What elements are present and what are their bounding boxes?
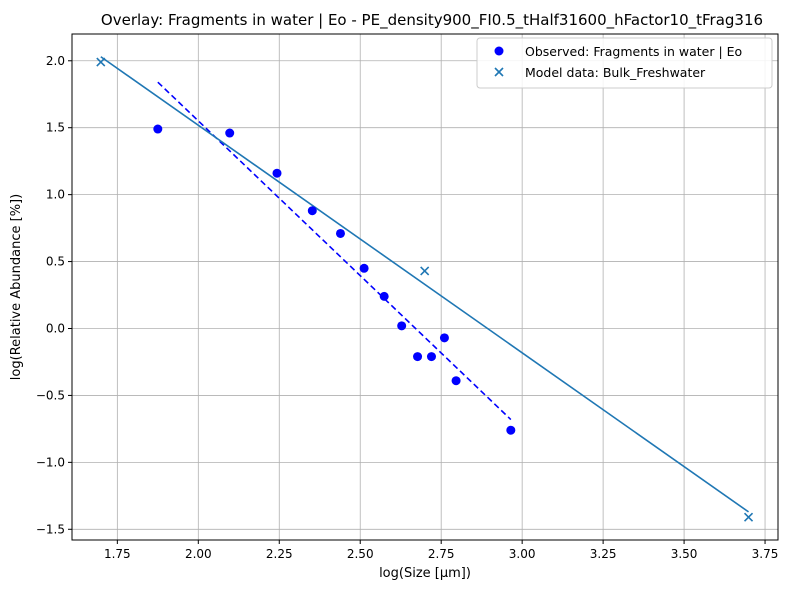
- chart-title: Overlay: Fragments in water | Eo - PE_de…: [101, 11, 763, 30]
- observed-point: [413, 352, 423, 362]
- y-tick-label: 1.5: [46, 121, 65, 135]
- observed-point: [272, 168, 282, 178]
- y-tick-label: 0.5: [46, 255, 65, 269]
- x-axis-label: log(Size [μm]): [379, 566, 471, 581]
- y-tick-label: −1.5: [36, 522, 65, 536]
- y-tick-label: −0.5: [36, 388, 65, 402]
- legend-label-observed: Observed: Fragments in water | Eo: [525, 44, 742, 59]
- observed-point: [153, 124, 163, 134]
- x-tick-label: 3.75: [752, 547, 779, 561]
- y-tick-label: 2.0: [46, 54, 65, 68]
- y-tick-label: 1.0: [46, 188, 65, 202]
- x-axis-ticks: 1.75 2.00 2.25 2.50 2.75 3.00 3.25 3.50 3.75: [104, 540, 778, 561]
- observed-point: [451, 376, 461, 386]
- x-tick-label: 2.00: [185, 547, 212, 561]
- x-tick-label: 3.00: [509, 547, 536, 561]
- model-point: [743, 512, 754, 522]
- x-tick-label: 3.50: [671, 547, 698, 561]
- plot-frame: [71, 33, 779, 541]
- model-fit-line: [100, 56, 749, 513]
- legend-marker-model: [494, 67, 504, 77]
- fit-lines: [100, 56, 749, 513]
- grid: [72, 34, 778, 540]
- y-axis-label: log(Relative Abundance [%]): [9, 194, 24, 380]
- y-tick-label: 0.0: [46, 321, 65, 335]
- legend-box: [476, 37, 773, 89]
- legend: Observed: Fragments in water | Eo Model …: [476, 37, 773, 89]
- y-axis-ticks: −1.5 −1.0 −0.5 0.0 0.5 1.0 1.5 2.0: [36, 54, 72, 536]
- x-tick-label: 2.25: [266, 547, 293, 561]
- legend-label-model: Model data: Bulk_Freshwater: [525, 65, 706, 80]
- x-tick-label: 3.25: [590, 547, 617, 561]
- model-point: [96, 57, 106, 67]
- legend-marker-observed: [494, 46, 504, 56]
- observed-point: [397, 321, 407, 331]
- model-point: [420, 266, 430, 276]
- x-tick-label: 2.50: [347, 547, 374, 561]
- x-tick-label: 2.75: [428, 547, 455, 561]
- x-tick-label: 1.75: [104, 547, 131, 561]
- observed-point: [506, 425, 516, 435]
- observed-point: [379, 291, 389, 301]
- observed-point: [439, 333, 449, 343]
- observed-point: [335, 228, 345, 238]
- observed-point: [225, 128, 235, 138]
- y-tick-label: −1.0: [36, 455, 65, 469]
- observed-point: [426, 352, 436, 362]
- observed-point: [307, 206, 317, 216]
- data-points: [96, 57, 754, 522]
- observed-point: [359, 263, 369, 273]
